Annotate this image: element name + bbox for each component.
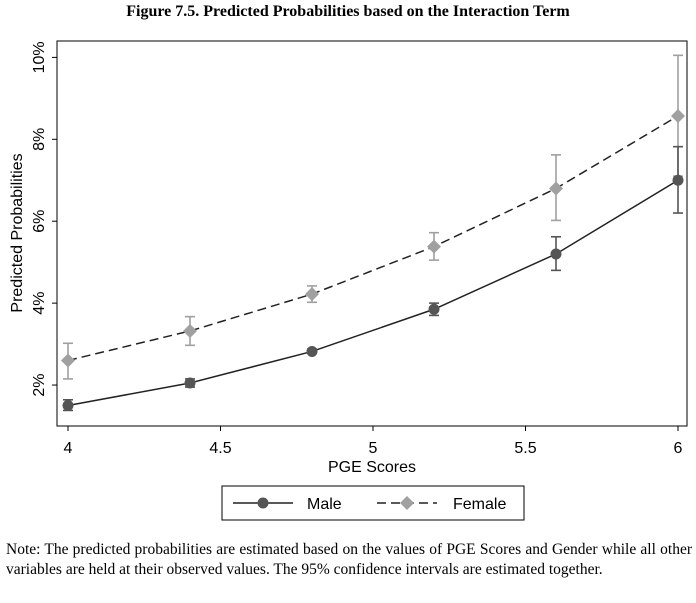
male-point bbox=[306, 345, 318, 357]
legend-male-marker bbox=[257, 497, 269, 509]
plot-area bbox=[56, 40, 688, 427]
figure-title: Figure 7.5. Predicted Probabilities base… bbox=[126, 3, 570, 20]
x-axis: 4 4.5 5 5.5 6 bbox=[64, 426, 683, 457]
x-axis-label: PGE Scores bbox=[328, 459, 416, 476]
female-point bbox=[427, 239, 441, 254]
y-axis: 2% 4% 6% 8% 10% bbox=[31, 41, 57, 397]
legend-male-label: Male bbox=[307, 496, 342, 513]
x-tick-label: 4.5 bbox=[209, 440, 231, 457]
x-tick-label: 5.5 bbox=[514, 440, 536, 457]
figure-note: Note: The predicted probabilities are es… bbox=[6, 541, 692, 578]
female-point bbox=[549, 181, 563, 196]
male-point bbox=[672, 174, 684, 186]
x-tick-label: 4 bbox=[64, 440, 73, 457]
x-tick-label: 5 bbox=[369, 440, 378, 457]
y-tick-label: 8% bbox=[31, 128, 48, 151]
y-tick-label: 6% bbox=[31, 210, 48, 233]
female-point bbox=[671, 108, 685, 123]
x-tick-label: 6 bbox=[674, 440, 683, 457]
series-lines bbox=[67, 115, 679, 407]
female-point bbox=[183, 323, 197, 338]
y-axis-label: Predicted Probabilities bbox=[9, 153, 26, 312]
male-point bbox=[184, 377, 196, 389]
legend-female-label: Female bbox=[453, 496, 506, 513]
male-point bbox=[428, 303, 440, 315]
female-point bbox=[61, 353, 75, 368]
female-line bbox=[67, 115, 679, 362]
y-tick-label: 2% bbox=[31, 373, 48, 396]
chart: 2% 4% 6% 8% 10% 4 4.5 5 5.5 6 PGE Scores Predict… bbox=[9, 40, 688, 521]
legend: Male Female bbox=[221, 485, 525, 521]
series-markers bbox=[61, 108, 685, 412]
legend-female-marker bbox=[400, 496, 414, 510]
female-point bbox=[305, 287, 319, 302]
male-point bbox=[550, 248, 562, 260]
y-tick-label: 4% bbox=[31, 292, 48, 315]
male-point bbox=[62, 400, 74, 412]
y-tick-label: 10% bbox=[31, 41, 48, 73]
male-line bbox=[67, 179, 679, 407]
